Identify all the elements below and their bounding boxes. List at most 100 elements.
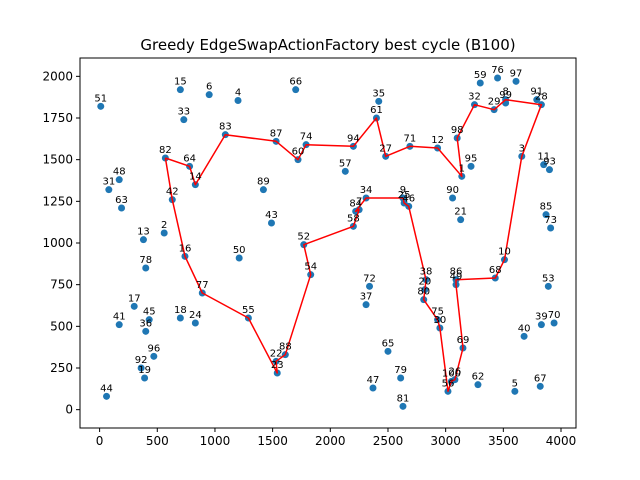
data-point — [384, 347, 392, 355]
point-label: 24 — [189, 310, 202, 321]
point-label: 60 — [292, 147, 305, 158]
y-tick-label: 1500 — [42, 153, 73, 167]
point-label: 61 — [370, 105, 383, 116]
point-label: 79 — [394, 365, 407, 376]
point-label: 51 — [94, 93, 107, 104]
point-label: 52 — [297, 232, 310, 243]
data-point — [292, 86, 300, 94]
data-point — [540, 161, 548, 169]
data-point — [536, 382, 544, 390]
point-label: 17 — [128, 293, 141, 304]
point-label: 95 — [465, 153, 478, 164]
point-label: 57 — [339, 158, 352, 169]
point-label: 48 — [113, 167, 126, 178]
x-tick-label: 2500 — [373, 434, 404, 448]
data-point — [476, 79, 484, 87]
point-label: 9 — [400, 185, 406, 196]
point-label: 88 — [279, 342, 292, 353]
point-label: 21 — [454, 207, 467, 218]
y-tick-label: 0 — [65, 403, 73, 417]
point-label: 3 — [519, 143, 525, 154]
point-label: 69 — [457, 335, 470, 346]
point-label: 91 — [530, 87, 543, 98]
point-label: 40 — [518, 323, 531, 334]
point-label: 82 — [159, 145, 172, 156]
point-label: 93 — [543, 157, 556, 168]
point-label: 83 — [219, 122, 232, 133]
point-label: 49 — [450, 272, 463, 283]
y-axis: 0 250 500 750 1000 1250 1500 1750 2000 — [42, 69, 80, 417]
point-label: 92 — [135, 355, 148, 366]
point-label: 62 — [472, 372, 485, 383]
data-point — [397, 374, 405, 382]
point-label: 33 — [177, 107, 190, 118]
point-label: 5 — [512, 378, 518, 389]
data-point — [115, 176, 123, 184]
data-point — [375, 97, 383, 105]
data-point — [141, 374, 149, 382]
data-point — [457, 216, 465, 224]
point-label: 98 — [451, 125, 464, 136]
x-tick-label: 1500 — [257, 434, 288, 448]
point-label: 99 — [499, 90, 512, 101]
data-point — [474, 381, 482, 389]
point-label: 39 — [535, 312, 548, 323]
data-point — [176, 314, 184, 322]
data-point — [259, 186, 267, 194]
point-label: 100 — [442, 368, 461, 379]
point-label: 8 — [502, 87, 508, 98]
point-label: 26 — [449, 367, 462, 378]
point-label: 14 — [189, 172, 202, 183]
point-label: 46 — [402, 193, 415, 204]
data-point — [267, 219, 275, 227]
y-tick-label: 1750 — [42, 111, 73, 125]
data-point — [537, 321, 545, 329]
data-point — [533, 96, 541, 104]
point-label: 6 — [206, 82, 212, 93]
point-label: 36 — [139, 318, 152, 329]
data-point — [176, 86, 184, 94]
point-label: 53 — [542, 273, 555, 284]
y-tick-label: 500 — [50, 319, 73, 333]
data-point — [362, 301, 370, 309]
point-label: 23 — [271, 360, 284, 371]
point-label: 78 — [139, 255, 152, 266]
plot-area — [79, 57, 577, 429]
point-label: 71 — [404, 133, 417, 144]
plot-layer: 2345678910111213141516171819202122232425… — [94, 65, 560, 410]
data-point — [150, 352, 158, 360]
point-label: 45 — [143, 307, 156, 318]
data-point — [234, 97, 242, 104]
point-label: 29 — [488, 97, 501, 108]
data-point — [130, 302, 138, 310]
point-label: 75 — [431, 307, 444, 318]
point-label: 12 — [431, 135, 444, 146]
y-tick-label: 1250 — [42, 194, 73, 208]
point-label: 55 — [242, 305, 255, 316]
data-point — [180, 116, 188, 124]
x-tick-label: 500 — [146, 434, 169, 448]
point-label: 43 — [265, 210, 278, 221]
point-label: 15 — [174, 77, 187, 88]
point-label: 30 — [434, 315, 447, 326]
point-label: 2 — [161, 220, 167, 231]
data-point — [512, 77, 520, 85]
point-label: 7 — [356, 197, 362, 208]
point-label: 94 — [347, 133, 360, 144]
point-label: 63 — [115, 195, 128, 206]
point-label: 66 — [289, 77, 302, 88]
data-point — [118, 204, 126, 212]
point-label: 65 — [382, 338, 395, 349]
x-tick-label: 3000 — [430, 434, 461, 448]
point-label: 28 — [535, 92, 548, 103]
data-point — [191, 319, 199, 327]
point-label: 68 — [489, 265, 502, 276]
point-label: 86 — [450, 267, 463, 278]
tour-path — [164, 98, 543, 393]
x-tick-label: 2000 — [315, 434, 346, 448]
point-label: 41 — [113, 312, 126, 323]
data-point — [160, 229, 168, 237]
point-label: 70 — [548, 310, 561, 321]
data-point — [103, 392, 111, 400]
point-label: 64 — [183, 153, 196, 164]
